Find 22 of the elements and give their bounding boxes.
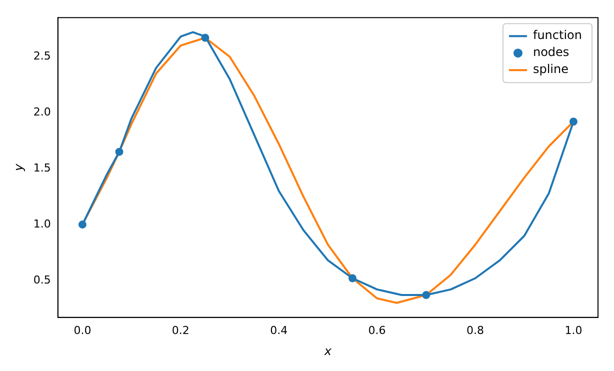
legend-label: spline: [532, 62, 569, 76]
y-tick-label: 1.5: [33, 161, 51, 174]
y-tick-label: 2.5: [33, 50, 51, 63]
point: [201, 34, 210, 42]
x-tick-label: 0.0: [74, 324, 92, 337]
y-tick-label: 0.5: [33, 273, 51, 286]
x-axis-title: x: [323, 344, 332, 358]
x-tick-label: 1.0: [564, 324, 582, 337]
point: [115, 148, 124, 156]
y-tick-label: 1.0: [33, 217, 51, 230]
point: [348, 274, 356, 282]
y-axis-title: y: [11, 163, 26, 172]
legend-label: nodes: [532, 45, 570, 60]
x-tick-label: 0.8: [466, 324, 484, 337]
point: [569, 118, 578, 126]
y-tick-label: 2.0: [33, 106, 51, 119]
point: [422, 291, 430, 300]
x-tick-label: 0.6: [368, 324, 386, 337]
x-tick-label: 0.2: [172, 324, 190, 337]
point: [78, 220, 86, 229]
legend-label: function: [532, 28, 582, 42]
x-tick-label: 0.4: [270, 324, 288, 337]
